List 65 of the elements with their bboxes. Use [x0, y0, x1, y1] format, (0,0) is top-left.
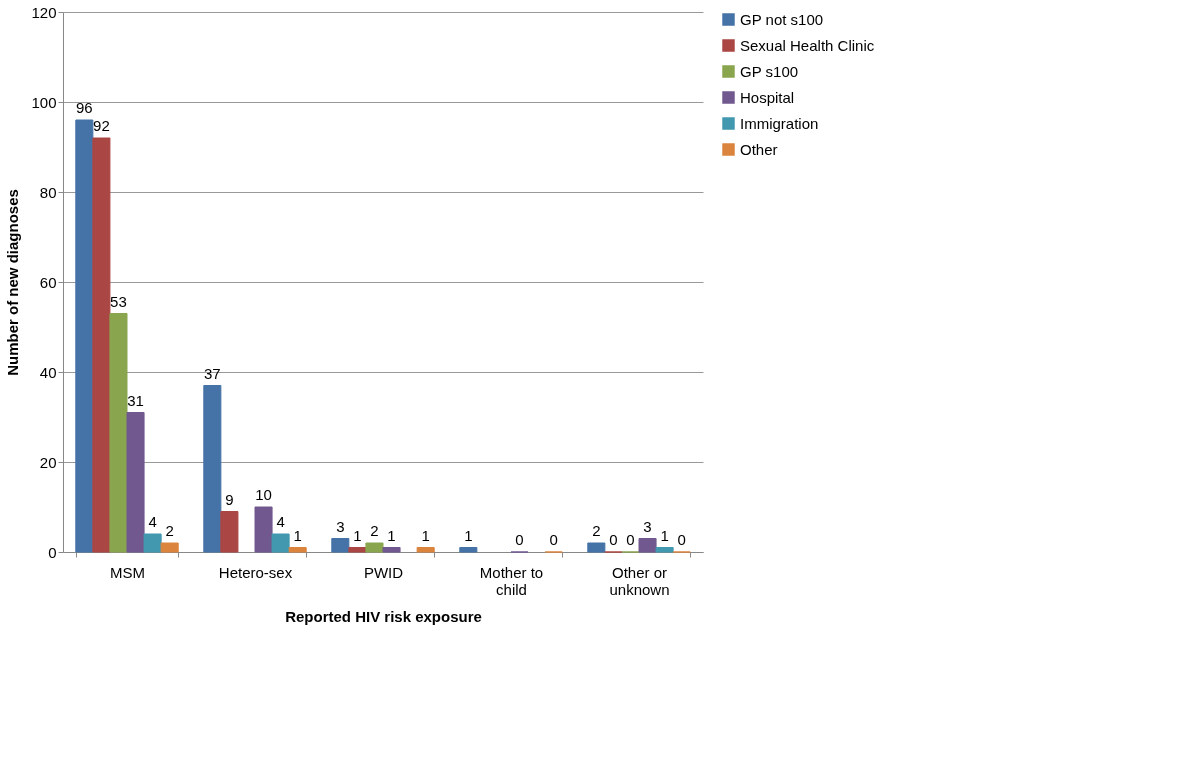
data-label: 0 — [626, 531, 635, 548]
x-tick-label: MSM — [110, 563, 145, 581]
data-label: 0 — [677, 531, 686, 548]
y-tick-label: 40 — [39, 363, 57, 381]
x-axis-title: Reported HIV risk exposure — [285, 607, 482, 625]
y-axis-title: Number of new diagnoses — [4, 189, 22, 376]
data-label: 0 — [549, 531, 558, 548]
bar — [587, 542, 606, 553]
bar — [382, 547, 401, 553]
y-tick-label: 60 — [39, 273, 57, 291]
legend-label: Hospital — [740, 88, 795, 106]
bar — [220, 511, 239, 553]
y-tick-label: 0 — [48, 543, 57, 561]
bar — [271, 533, 290, 553]
bar — [288, 547, 307, 553]
data-label: 2 — [592, 522, 601, 539]
x-tick-label: Mother to child — [479, 563, 544, 598]
legend-label: Sexual Health Clinic — [740, 36, 875, 54]
bar — [655, 547, 674, 553]
bar — [203, 385, 222, 553]
y-tick-label: 120 — [31, 3, 57, 21]
bar — [254, 506, 273, 553]
bar — [416, 547, 435, 553]
legend-label: Other — [740, 140, 778, 158]
data-label: 1 — [660, 526, 669, 544]
data-label: 1 — [464, 526, 473, 544]
bar — [459, 547, 478, 553]
data-label: 96 — [75, 99, 93, 116]
bar — [109, 313, 128, 553]
data-label: 2 — [370, 522, 379, 539]
data-label: 4 — [148, 513, 157, 530]
bar — [126, 412, 145, 553]
data-label: 3 — [643, 517, 652, 535]
bar — [92, 137, 111, 553]
bar — [638, 538, 657, 553]
y-tick-label: 100 — [31, 93, 57, 111]
y-tick-label: 20 — [39, 453, 57, 471]
bar — [348, 547, 367, 553]
data-label: 2 — [165, 522, 174, 539]
data-label: 10 — [255, 486, 272, 503]
bar — [331, 538, 350, 553]
data-label: 0 — [515, 531, 524, 548]
data-label: 37 — [203, 364, 221, 382]
data-label: 31 — [127, 391, 144, 409]
bar — [160, 542, 179, 553]
data-label: 4 — [276, 513, 285, 530]
y-tick-label: 80 — [39, 183, 57, 201]
legend-label: GP s100 — [740, 62, 799, 80]
data-label: 1 — [293, 526, 302, 544]
x-tick-label: Other or unknown — [609, 563, 670, 598]
legend-label: GP not s100 — [740, 10, 824, 28]
legend-label: Immigration — [740, 114, 819, 132]
data-label: 9 — [225, 490, 234, 508]
data-label: 92 — [93, 117, 110, 134]
data-label: 1 — [353, 526, 362, 544]
bar — [75, 119, 94, 553]
x-tick-label: Hetero-sex — [218, 563, 293, 581]
bar — [143, 533, 162, 553]
data-label: 53 — [110, 292, 127, 310]
bar — [365, 542, 384, 553]
data-label: 3 — [336, 517, 345, 535]
data-label: 0 — [609, 531, 618, 548]
x-tick-label: PWID — [363, 563, 404, 581]
data-label: 1 — [387, 526, 396, 544]
data-label: 1 — [421, 526, 430, 544]
